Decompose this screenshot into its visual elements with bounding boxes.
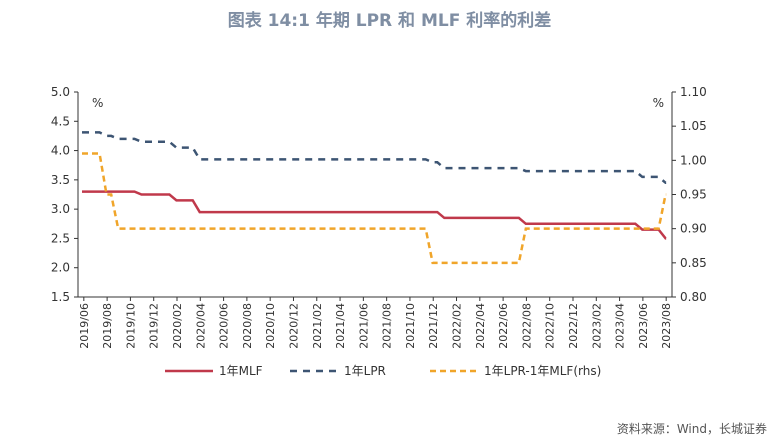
left-tick-label: 5.0: [51, 85, 70, 99]
left-tick-label: 1.5: [51, 290, 70, 304]
x-tick-label: 2022/12: [567, 303, 580, 349]
x-tick-label: 2022/10: [544, 303, 557, 349]
x-tick-label: 2021/08: [381, 303, 394, 349]
legend-label-3: 1年LPR-1年MLF(rhs): [484, 364, 601, 378]
chart-title: 图表 14:1 年期 LPR 和 MLF 利率的利差: [227, 11, 552, 31]
left-tick-label: 3.5: [51, 173, 70, 187]
x-tick-label: 2023/06: [637, 303, 650, 349]
x-tick-label: 2022/04: [474, 303, 487, 349]
left-tick-label: 3.0: [51, 202, 70, 216]
x-tick-label: 2021/12: [427, 303, 440, 349]
right-tick-label: 1.00: [680, 153, 707, 167]
right-tick-label: 0.90: [680, 222, 707, 236]
x-tick-label: 2021/04: [334, 303, 347, 349]
left-tick-label: 2.5: [51, 231, 70, 245]
x-tick-label: 2019/08: [101, 303, 114, 349]
x-tick-label: 2021/06: [357, 303, 370, 349]
series-line-3: [82, 152, 667, 265]
series-lines: [82, 131, 667, 265]
left-tick-label: 4.5: [51, 114, 70, 128]
x-tick-label: 2020/06: [218, 303, 231, 349]
x-tick-label: 2019/12: [148, 303, 161, 349]
series-line-2: [82, 131, 667, 185]
axes: 5.0 4.5 4.0 3.5 3.0 2.5 2.0 1.5 1.10 1.05 1.00 0.95…: [51, 85, 707, 349]
right-tick-label: 0.95: [680, 188, 707, 202]
left-tick-label: 2.0: [51, 261, 70, 275]
legend-label-2: 1年LPR: [344, 364, 386, 378]
right-tick-label: 1.05: [680, 119, 707, 133]
x-tick-label: 2020/12: [287, 303, 300, 349]
x-tick-label: 2019/06: [78, 303, 91, 349]
x-tick-label: 2020/08: [241, 303, 254, 349]
x-tick-label: 2020/02: [171, 303, 184, 349]
legend-label-1: 1年MLF: [219, 364, 263, 378]
left-tick-label: 4.0: [51, 144, 70, 158]
x-tick-label: 2021/02: [311, 303, 324, 349]
x-tick-label: 2020/04: [194, 303, 207, 349]
x-tick-label: 2022/08: [520, 303, 533, 349]
x-tick-label: 2021/10: [404, 303, 417, 349]
legend: 1年MLF 1年LPR 1年LPR-1年MLF(rhs): [165, 364, 601, 378]
x-tick-label: 2020/10: [264, 303, 277, 349]
right-unit-label: %: [653, 96, 664, 110]
x-tick-label: 2022/02: [451, 303, 464, 349]
right-tick-label: 1.10: [680, 85, 707, 99]
x-tick-label: 2023/04: [614, 303, 627, 349]
left-unit-label: %: [92, 96, 103, 110]
series-line-1: [82, 190, 667, 240]
right-tick-label: 0.85: [680, 256, 707, 270]
x-tick-label: 2022/06: [497, 303, 510, 349]
x-tick-label: 2019/10: [124, 303, 137, 349]
x-tick-label: 2023/08: [660, 303, 673, 349]
x-tick-label: 2023/02: [590, 303, 603, 349]
right-tick-label: 0.80: [680, 290, 707, 304]
source-note: 资料来源：Wind，长城证券: [616, 422, 767, 436]
